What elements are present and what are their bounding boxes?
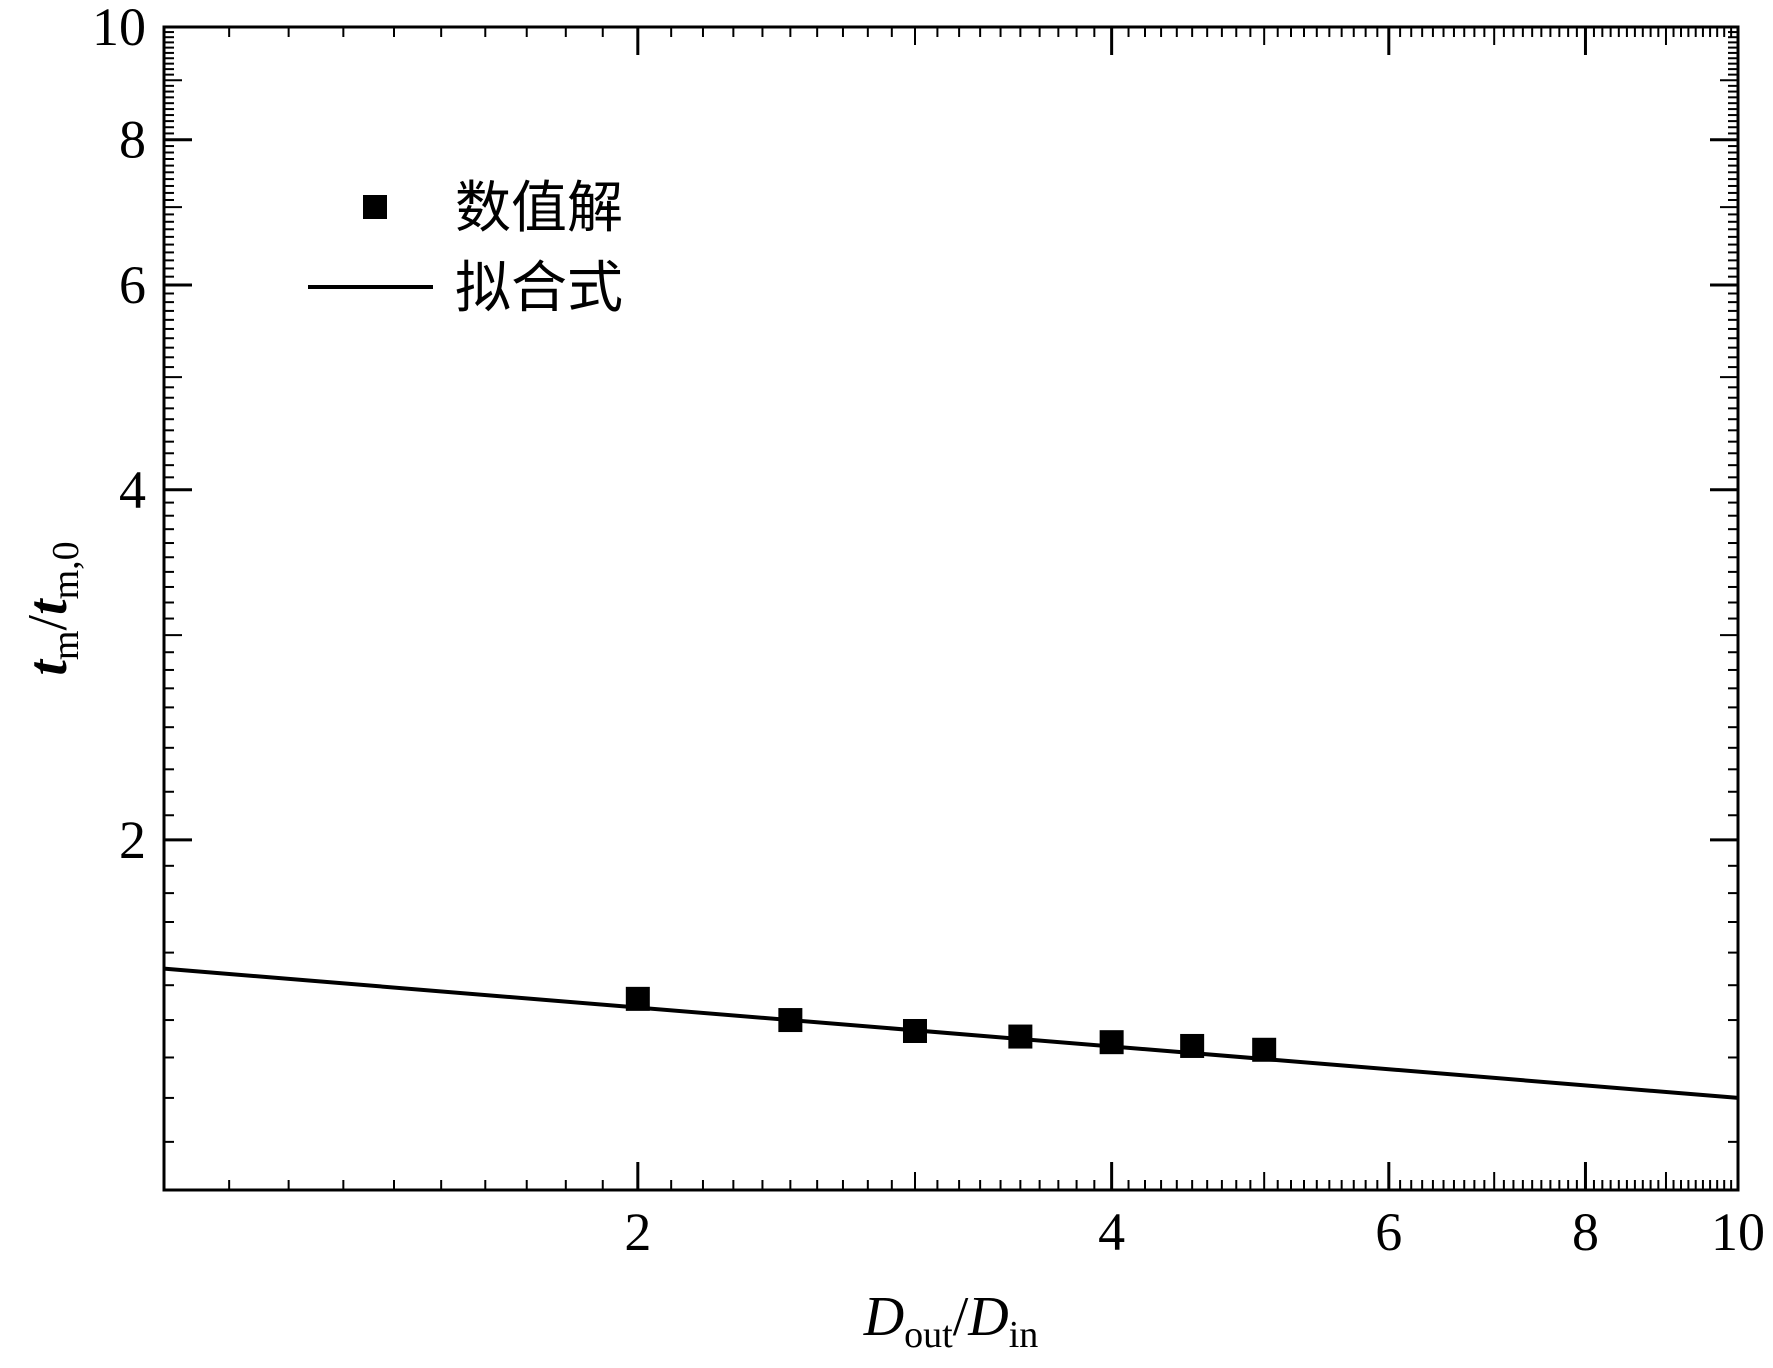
fit-line xyxy=(163,966,1739,1100)
x-tick-label: 2 xyxy=(624,1202,651,1262)
x-tick-label: 4 xyxy=(1098,1202,1125,1262)
legend-marker-numerical xyxy=(363,195,387,219)
y-label-sub2: m,0 xyxy=(45,541,87,599)
x-label-sub1: out xyxy=(904,1314,953,1356)
y-tick-label: 4 xyxy=(119,460,146,520)
data-point xyxy=(1252,1037,1277,1062)
legend: 数值解 拟合式 xyxy=(308,176,623,321)
y-label-main1: t xyxy=(17,659,79,676)
y-tick-label: 8 xyxy=(119,110,146,170)
x-tick-label: 10 xyxy=(1711,1202,1765,1262)
series-layer xyxy=(163,966,1739,1100)
x-tick-label: 6 xyxy=(1375,1202,1402,1262)
tick-labels: 2 4 6 8 10 2 4 6 8 10 xyxy=(92,0,1765,1262)
y-tick-label: 2 xyxy=(119,810,146,870)
x-label-main1: D xyxy=(863,1286,904,1348)
y-tick-label: 6 xyxy=(119,255,146,315)
y-label-main2: t xyxy=(17,598,79,615)
data-point xyxy=(625,986,650,1011)
legend-label-fit: 拟合式 xyxy=(455,256,623,321)
x-label-sub2: in xyxy=(1009,1314,1039,1356)
data-point xyxy=(1099,1030,1124,1055)
major-ticks xyxy=(164,25,1740,1190)
y-label-sub1: m xyxy=(45,631,87,661)
y-label-slash: / xyxy=(17,615,79,631)
y-axis-label: tm/tm,0 xyxy=(17,541,87,675)
y-tick-label: 10 xyxy=(92,0,146,57)
data-point xyxy=(1180,1033,1205,1058)
minor-ticks xyxy=(164,27,1738,1190)
legend-label-numerical: 数值解 xyxy=(455,176,623,241)
plot-frame xyxy=(162,25,1740,1192)
x-label-slash: / xyxy=(953,1286,969,1348)
x-tick-label: 8 xyxy=(1572,1202,1599,1262)
x-axis-label: Dout/Din xyxy=(863,1286,1039,1356)
data-point xyxy=(1008,1024,1033,1049)
data-point xyxy=(902,1018,927,1043)
data-point xyxy=(778,1008,803,1033)
x-label-main2: D xyxy=(967,1286,1008,1348)
